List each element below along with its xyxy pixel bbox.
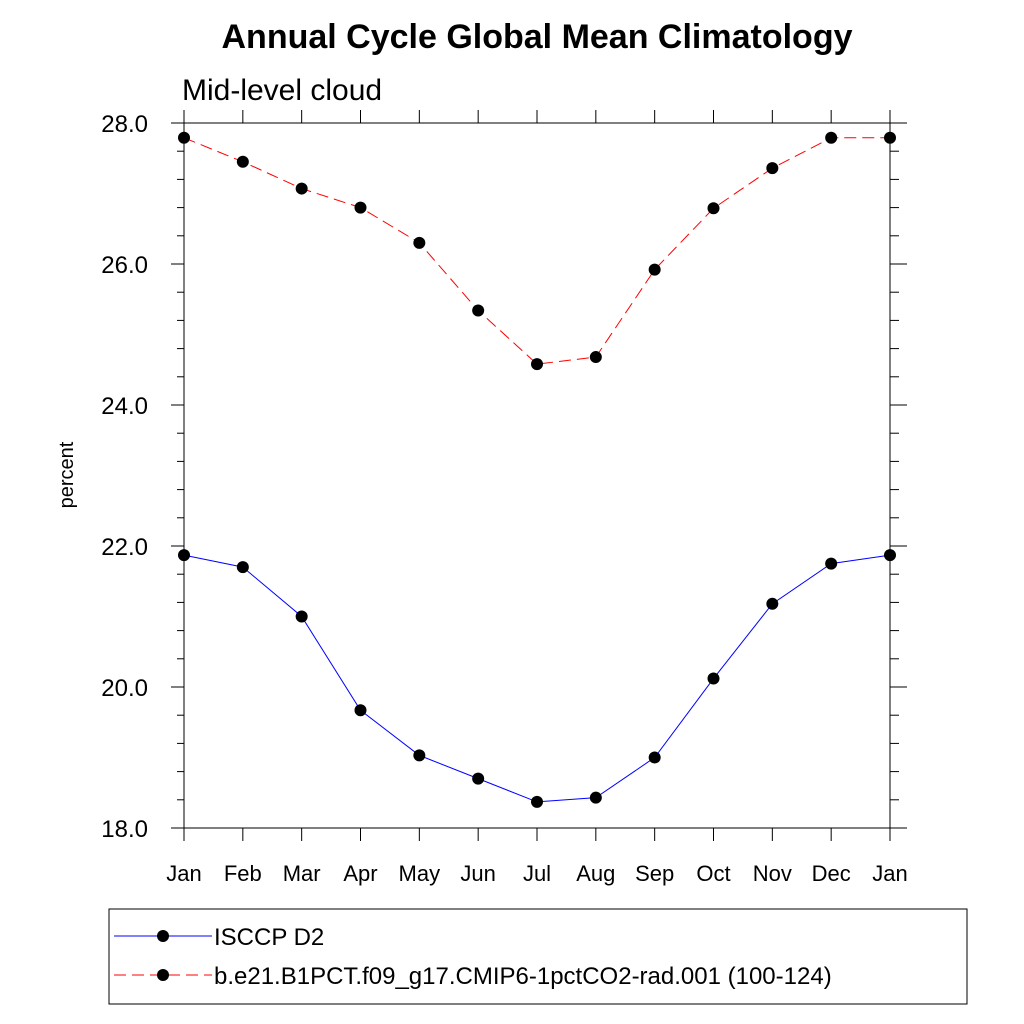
- axes: Jan Feb Mar Apr May Jun Jul Aug Sep Oct Nov Dec Jan 1…: [101, 110, 908, 886]
- data-point: [413, 236, 426, 249]
- legend-entry: b.e21.B1PCT.f09_g17.CMIP6-1pctCO2-rad.00…: [114, 963, 832, 990]
- x-tick-label: Dec: [812, 861, 851, 886]
- data-point: [884, 131, 896, 144]
- legend-entry: ISCCP D2: [114, 924, 324, 951]
- y-tick-label: 20.0: [101, 675, 148, 702]
- legend-marker: [157, 969, 169, 981]
- data-point: [707, 672, 720, 685]
- y-tick-label: 24.0: [101, 393, 148, 420]
- series-line: [183, 554, 891, 803]
- y-tick-label: 18.0: [101, 816, 148, 843]
- x-tick-label: Sep: [635, 861, 674, 886]
- x-tick-label: Apr: [343, 861, 377, 886]
- data-point: [295, 610, 308, 623]
- data-point: [825, 131, 838, 144]
- data-point: [236, 561, 249, 574]
- data-point: [178, 131, 190, 144]
- data-point: [295, 182, 308, 195]
- data-point: [825, 557, 838, 570]
- data-point: [589, 351, 602, 364]
- x-tick-label: Jan: [872, 861, 907, 886]
- y-axis-label: percent: [56, 441, 78, 508]
- x-tick-label: Nov: [753, 861, 792, 886]
- series-layer: [178, 131, 896, 808]
- x-tick-label: Jul: [523, 861, 551, 886]
- data-point: [178, 549, 190, 562]
- data-point: [413, 749, 426, 762]
- x-tick-label: Mar: [283, 861, 321, 886]
- data-point: [236, 155, 249, 168]
- data-point: [648, 263, 661, 276]
- data-point: [531, 358, 543, 371]
- chart-title: Annual Cycle Global Mean Climatology: [222, 18, 853, 56]
- y-tick-label: 28.0: [101, 111, 148, 138]
- data-point: [648, 751, 661, 764]
- data-point: [472, 772, 485, 785]
- x-tick-label: Jun: [460, 861, 495, 886]
- data-point: [707, 202, 720, 215]
- legend-marker: [157, 930, 169, 942]
- x-tick-label: Aug: [576, 861, 615, 886]
- x-tick-label: Jan: [166, 861, 201, 886]
- series-2: [178, 131, 896, 371]
- legend-box: [108, 908, 968, 1005]
- data-point: [589, 791, 602, 804]
- series-line: [183, 137, 890, 365]
- data-point: [531, 795, 543, 808]
- legend-label: b.e21.B1PCT.f09_g17.CMIP6-1pctCO2-rad.00…: [214, 963, 832, 990]
- chart-subtitle: Mid-level cloud: [182, 74, 382, 107]
- data-point: [766, 162, 779, 175]
- x-tick-label: May: [399, 861, 441, 886]
- series-1: [178, 549, 896, 808]
- legend: ISCCP D2 b.e21.B1PCT.f09_g17.CMIP6-1pctCO…: [108, 908, 968, 1005]
- data-point: [354, 201, 367, 214]
- legend-label: ISCCP D2: [214, 924, 324, 951]
- y-tick-label: 26.0: [101, 252, 148, 279]
- data-point: [766, 597, 779, 610]
- data-point: [472, 304, 485, 317]
- x-tick-label: Feb: [224, 861, 262, 886]
- data-point: [354, 704, 367, 717]
- plot-frame: [183, 122, 891, 829]
- y-tick-label: 22.0: [101, 534, 148, 561]
- data-point: [884, 549, 896, 562]
- x-tick-label: Oct: [696, 861, 730, 886]
